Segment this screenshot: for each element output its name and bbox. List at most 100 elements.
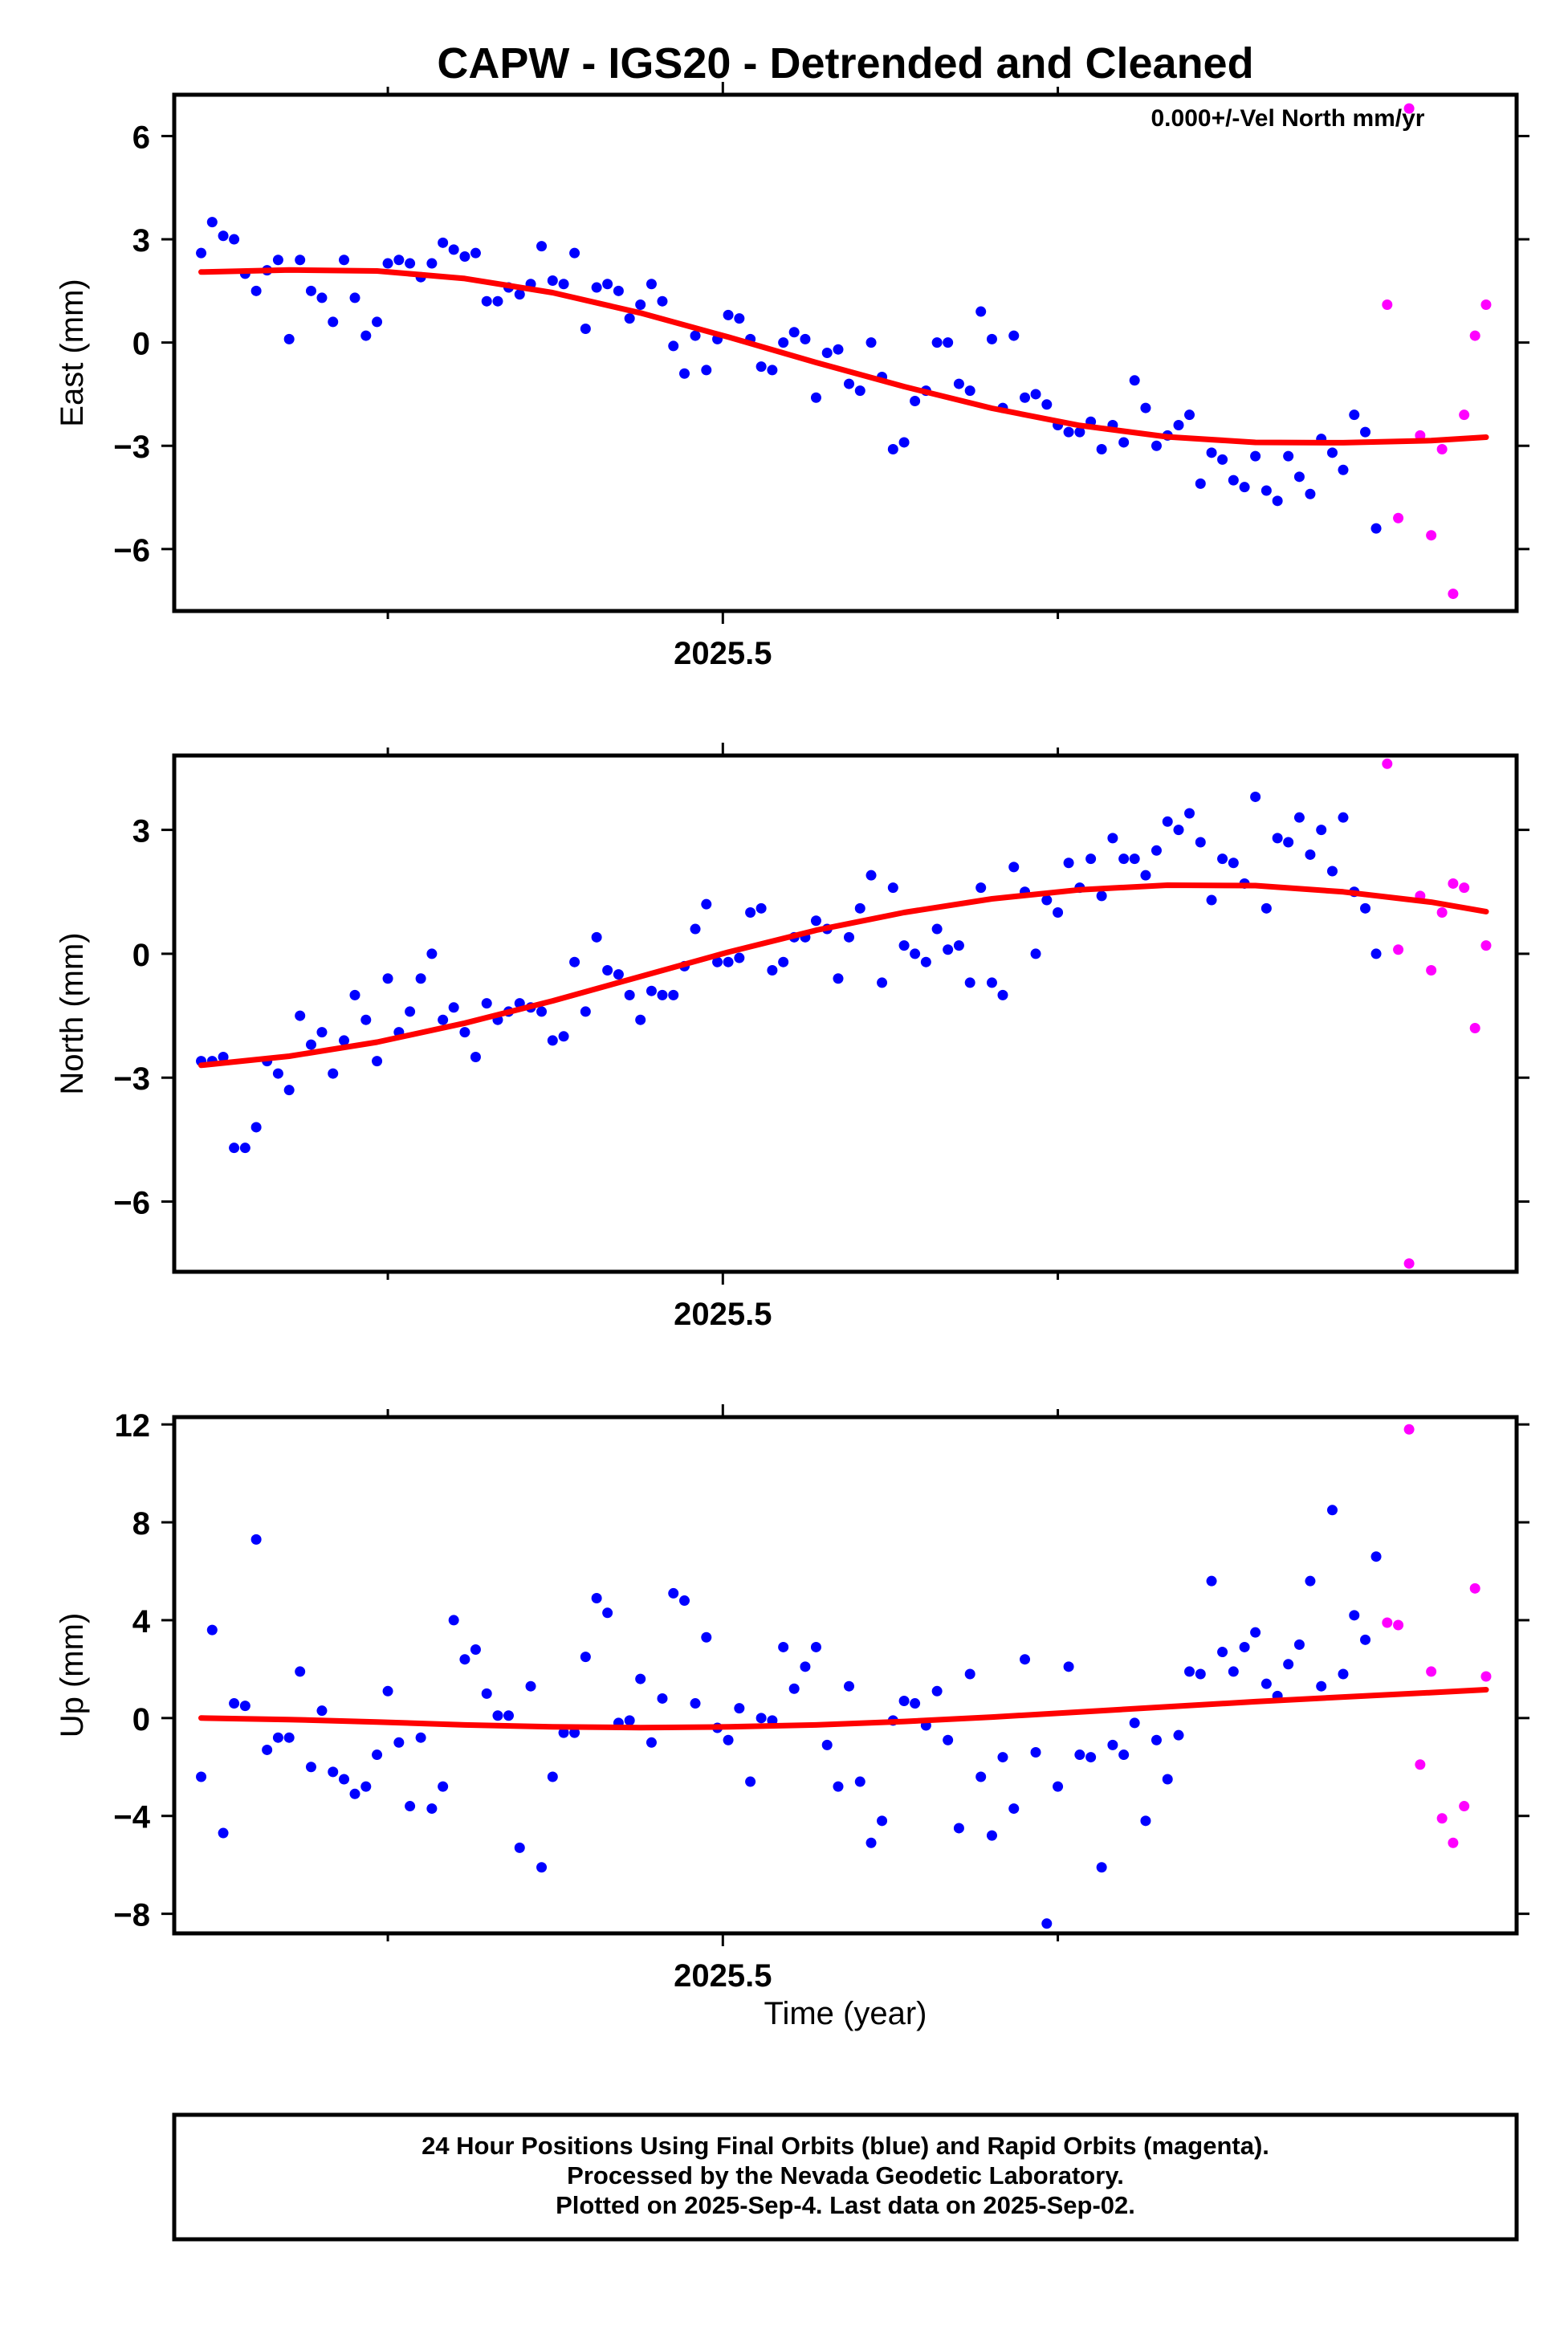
north-final-point <box>624 989 635 1000</box>
up-ytick-label: 0 <box>132 1702 150 1737</box>
up-final-point <box>514 1842 525 1853</box>
up-final-point <box>1129 1717 1140 1729</box>
east-rapid-point <box>1448 589 1459 600</box>
east-final-point <box>536 241 548 252</box>
up-final-point <box>810 1641 821 1652</box>
up-final-point <box>426 1803 438 1815</box>
east-rapid-point <box>1469 330 1480 341</box>
north-rapid-point <box>1403 1258 1415 1269</box>
north-final-point <box>1272 833 1283 844</box>
up-final-point <box>580 1652 591 1663</box>
north-final-point <box>591 931 602 943</box>
north-final-point <box>844 931 855 943</box>
up-final-point <box>1326 1505 1338 1516</box>
north-ytick-label: 0 <box>132 938 150 973</box>
east-final-point <box>514 289 525 300</box>
up-rapid-point <box>1448 1837 1459 1848</box>
north-final-point <box>426 948 438 959</box>
north-final-point <box>382 973 393 984</box>
up-final-point <box>295 1666 306 1677</box>
east-final-point <box>788 327 800 338</box>
up-final-point <box>1053 1781 1064 1792</box>
up-final-point <box>360 1781 372 1792</box>
up-final-point <box>525 1680 536 1692</box>
north-final-point <box>218 1052 229 1063</box>
x-axis-label: Time (year) <box>764 1996 927 2031</box>
up-final-point <box>821 1739 833 1750</box>
east-final-point <box>1008 330 1020 341</box>
east-final-point <box>1293 471 1305 483</box>
up-final-point <box>931 1685 943 1697</box>
chart-title: CAPW - IGS20 - Detrended and Cleaned <box>437 39 1253 88</box>
north-final-point <box>1173 825 1184 836</box>
north-final-point <box>372 1056 383 1067</box>
north-final-point <box>1326 866 1338 877</box>
north-final-point <box>1305 849 1316 860</box>
up-rapid-point <box>1436 1813 1448 1824</box>
up-final-point <box>262 1744 273 1755</box>
north-rapid-point <box>1393 944 1404 955</box>
east-y-axis-label: East (mm) <box>55 279 90 426</box>
footer-line-2: Processed by the Nevada Geodetic Laborat… <box>567 2161 1124 2189</box>
east-final-point <box>844 378 855 389</box>
north-final-point <box>943 944 954 955</box>
east-final-point <box>1195 478 1206 489</box>
up-final-point <box>723 1734 734 1745</box>
north-rapid-point <box>1480 940 1492 951</box>
east-final-point <box>250 285 262 296</box>
up-ytick-label: −8 <box>113 1898 150 1933</box>
east-final-point <box>1360 426 1371 438</box>
north-final-point <box>1293 812 1305 823</box>
up-panel: 12 8 4 0 −4 −8 2025.5 Up (mm) <box>55 1404 1529 1994</box>
north-final-point <box>316 1027 328 1038</box>
east-ytick-label: 6 <box>132 120 150 155</box>
east-final-point <box>723 309 734 320</box>
up-rapid-point <box>1480 1671 1492 1682</box>
velocity-annotation: 0.000+/-Vel North mm/yr <box>1151 105 1425 132</box>
east-final-point <box>382 258 393 269</box>
up-final-point <box>1217 1647 1228 1658</box>
north-final-point <box>239 1143 250 1154</box>
east-final-point <box>1030 389 1041 400</box>
north-final-point <box>635 1014 646 1025</box>
up-final-point <box>1206 1575 1217 1587</box>
up-final-point <box>1118 1750 1130 1761</box>
north-final-point <box>1162 816 1173 827</box>
north-final-point <box>1250 791 1261 802</box>
up-final-point <box>943 1734 954 1745</box>
up-final-point <box>229 1698 240 1709</box>
north-final-point <box>668 989 679 1000</box>
up-final-point <box>668 1587 679 1599</box>
east-ytick-label: 0 <box>132 327 150 362</box>
east-ytick-label: −3 <box>113 430 150 465</box>
north-final-point <box>547 1035 558 1046</box>
up-final-point <box>272 1732 283 1743</box>
east-final-point <box>734 313 745 324</box>
north-final-point <box>1096 890 1107 902</box>
north-final-point <box>1053 906 1064 918</box>
north-final-point <box>1063 857 1074 869</box>
east-final-point <box>1074 426 1085 438</box>
north-final-point <box>833 973 844 984</box>
up-final-point <box>1316 1680 1327 1692</box>
up-xtick-label: 2025.5 <box>674 1958 772 1994</box>
north-final-point <box>295 1010 306 1021</box>
east-final-point <box>778 337 789 348</box>
up-rapid-point <box>1469 1583 1480 1594</box>
north-y-axis-label: North (mm) <box>55 932 90 1094</box>
north-final-point <box>723 956 734 967</box>
east-rapid-point <box>1480 299 1492 310</box>
east-final-point <box>865 337 877 348</box>
footer-line-1: 24 Hour Positions Using Final Orbits (bl… <box>422 2132 1269 2160</box>
up-final-point <box>470 1644 481 1656</box>
up-final-point <box>1184 1666 1195 1677</box>
east-final-point <box>986 333 997 344</box>
east-xtick-label: 2025.5 <box>674 636 772 671</box>
east-final-point <box>701 365 712 376</box>
up-final-point <box>1008 1803 1020 1815</box>
east-final-point <box>613 285 624 296</box>
north-final-point <box>953 940 964 951</box>
north-final-point <box>1118 853 1130 865</box>
north-final-point <box>898 940 910 951</box>
